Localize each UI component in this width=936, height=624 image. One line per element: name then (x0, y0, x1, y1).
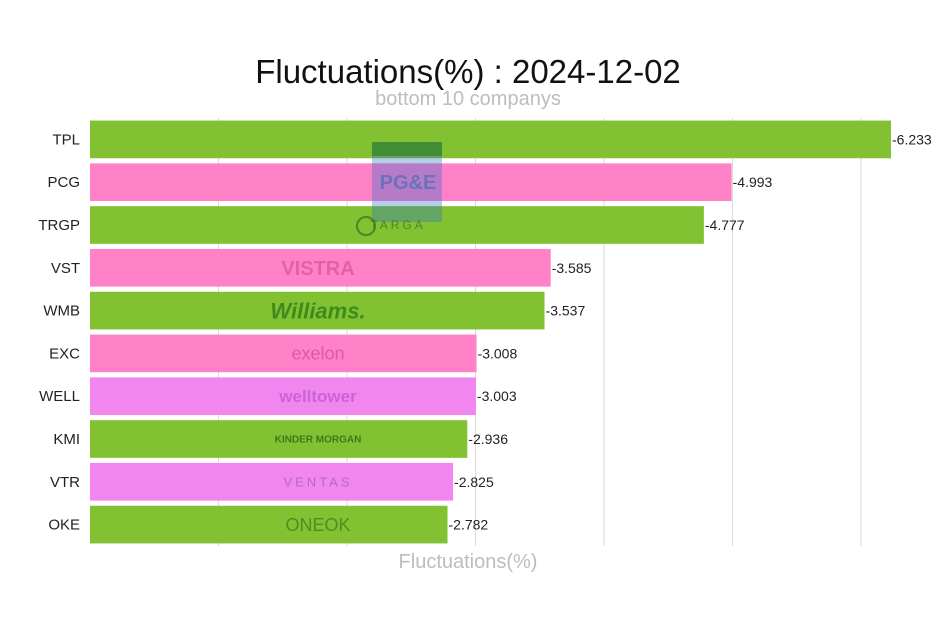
value-label: -2.782 (449, 517, 489, 533)
category-label: WMB (43, 303, 80, 320)
value-label: -6.233 (892, 131, 932, 147)
company-logo-kmi: KINDER MORGAN (275, 435, 362, 446)
bar-pcg (90, 163, 732, 202)
chart-title: Fluctuations(%) : 2024-12-02 (255, 53, 681, 90)
company-logo-exc: exelon (291, 344, 344, 364)
company-logo-vst: VISTRA (281, 258, 354, 280)
category-label: VST (51, 260, 80, 277)
value-label: -3.008 (478, 345, 518, 361)
category-label: OKE (48, 517, 80, 534)
value-label: -3.585 (552, 260, 592, 276)
bar-exc (90, 334, 477, 373)
pge-emblem (372, 142, 442, 222)
targa-icon (356, 216, 376, 236)
value-label: -4.993 (733, 174, 773, 190)
value-label: -2.825 (454, 474, 494, 490)
category-label: KMI (53, 431, 80, 448)
category-label: TRGP (38, 217, 80, 234)
bar-trgp (90, 206, 704, 244)
bar-wmb (90, 291, 545, 330)
company-logo-vtr: VENTAS (283, 474, 352, 489)
value-label: -4.777 (705, 217, 745, 233)
chart-subtitle: bottom 10 companys (375, 88, 561, 110)
company-logo-wmb: Williams. (270, 298, 365, 323)
bar-tpl (90, 120, 891, 159)
bar-vst (90, 248, 551, 287)
category-label: TPL (52, 131, 80, 148)
category-label: WELL (39, 388, 80, 405)
value-label: -2.936 (468, 431, 508, 447)
company-logo-well: welltower (278, 387, 357, 406)
x-axis-label: Fluctuations(%) (398, 551, 538, 573)
category-label: VTR (50, 474, 80, 491)
category-label: PCG (47, 174, 80, 191)
company-logo-trgp: TARGA (370, 218, 425, 232)
category-label: EXC (49, 345, 80, 362)
value-label: -3.003 (477, 388, 517, 404)
value-label: -3.537 (546, 303, 586, 319)
bar-vtr (90, 462, 454, 501)
bar-well (90, 377, 476, 416)
company-logo-pcg: PG&E (380, 172, 437, 194)
company-logo-oke: ONEOK (285, 515, 350, 535)
bar-oke (90, 505, 448, 544)
bar-kmi (90, 420, 468, 458)
